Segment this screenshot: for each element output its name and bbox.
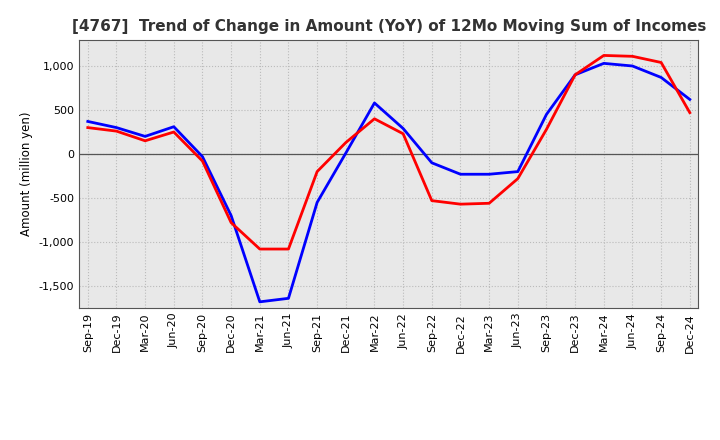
Net Income — [112, 128, 121, 134]
Ordinary Income — [312, 200, 321, 205]
Ordinary Income — [657, 75, 665, 80]
Net Income — [600, 53, 608, 58]
Net Income — [428, 198, 436, 203]
Line: Ordinary Income: Ordinary Income — [88, 63, 690, 302]
Net Income — [542, 127, 551, 132]
Ordinary Income — [112, 125, 121, 130]
Ordinary Income — [84, 119, 92, 124]
Net Income — [628, 54, 636, 59]
Ordinary Income — [600, 61, 608, 66]
Ordinary Income — [198, 154, 207, 159]
Ordinary Income — [284, 296, 293, 301]
Title: [4767]  Trend of Change in Amount (YoY) of 12Mo Moving Sum of Incomes: [4767] Trend of Change in Amount (YoY) o… — [71, 19, 706, 34]
Line: Net Income: Net Income — [88, 55, 690, 249]
Ordinary Income — [141, 134, 150, 139]
Ordinary Income — [571, 72, 580, 77]
Net Income — [571, 72, 580, 77]
Ordinary Income — [485, 172, 493, 177]
Net Income — [84, 125, 92, 130]
Net Income — [685, 110, 694, 115]
Ordinary Income — [542, 112, 551, 117]
Net Income — [456, 202, 465, 207]
Net Income — [370, 116, 379, 121]
Net Income — [284, 246, 293, 252]
Net Income — [256, 246, 264, 252]
Net Income — [657, 60, 665, 65]
Net Income — [485, 201, 493, 206]
Net Income — [341, 140, 350, 145]
Ordinary Income — [685, 97, 694, 102]
Net Income — [513, 176, 522, 181]
Net Income — [399, 131, 408, 136]
Net Income — [312, 169, 321, 174]
Ordinary Income — [399, 126, 408, 131]
Ordinary Income — [169, 124, 178, 129]
Ordinary Income — [513, 169, 522, 174]
Y-axis label: Amount (million yen): Amount (million yen) — [20, 112, 33, 236]
Net Income — [169, 129, 178, 135]
Ordinary Income — [628, 63, 636, 69]
Ordinary Income — [428, 160, 436, 165]
Ordinary Income — [227, 213, 235, 218]
Ordinary Income — [256, 299, 264, 304]
Ordinary Income — [370, 100, 379, 106]
Net Income — [141, 138, 150, 143]
Net Income — [227, 220, 235, 225]
Ordinary Income — [456, 172, 465, 177]
Net Income — [198, 158, 207, 164]
Ordinary Income — [341, 150, 350, 156]
